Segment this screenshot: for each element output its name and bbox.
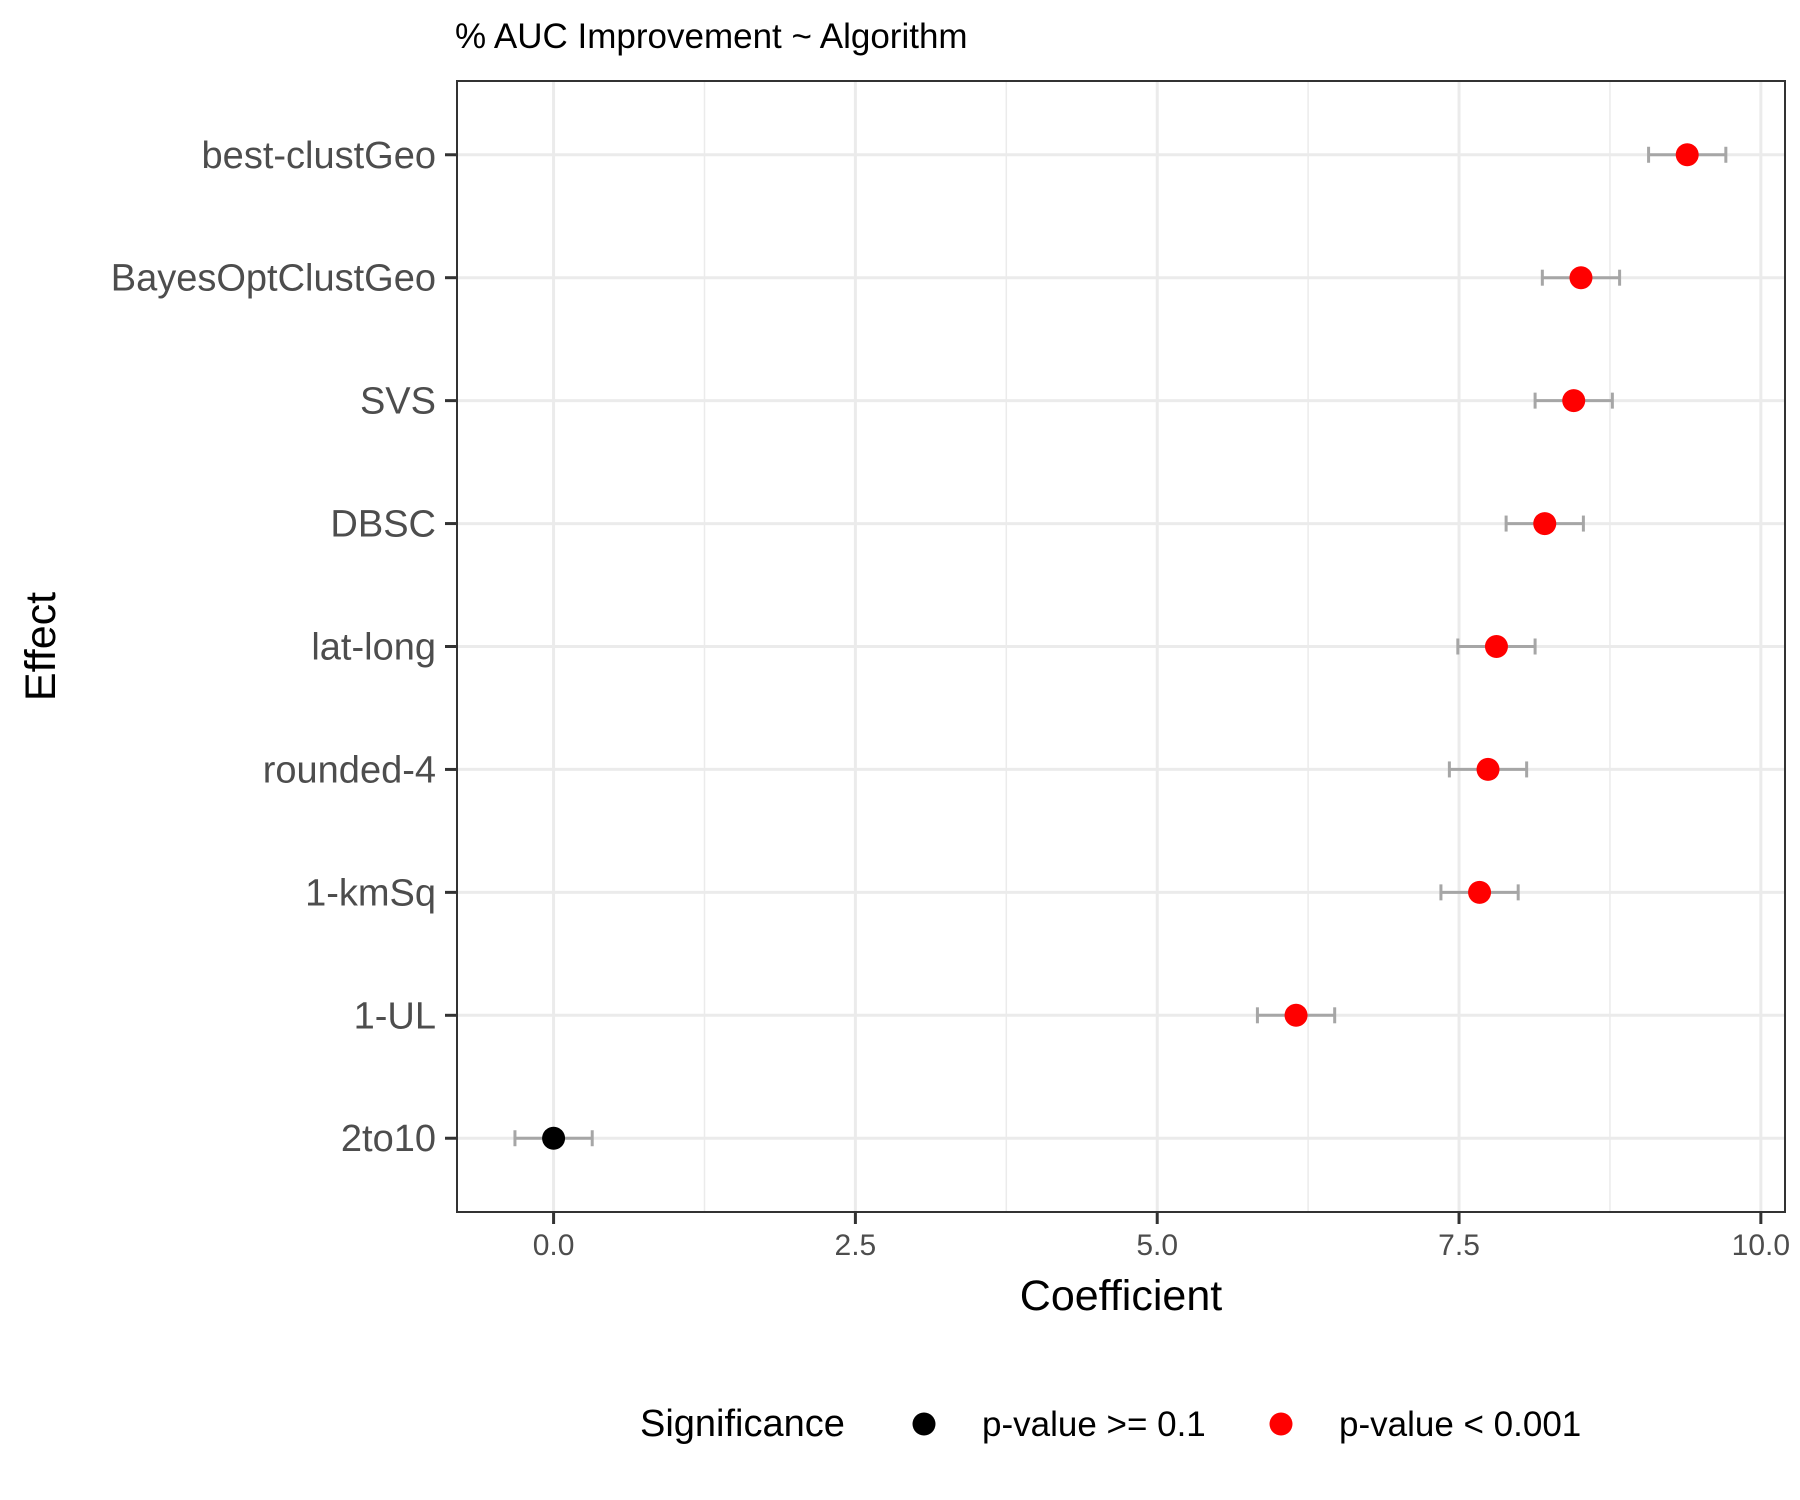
y-tick-label: 1-UL <box>354 995 436 1037</box>
point-rounded-4 <box>1476 757 1500 781</box>
x-tick-label: 10.0 <box>1732 1229 1790 1262</box>
point-DBSC <box>1533 512 1557 536</box>
y-tick-label: DBSC <box>330 504 436 546</box>
x-tick-label: 0.0 <box>533 1229 575 1262</box>
y-axis-title: Effect <box>17 592 65 701</box>
legend-key <box>1269 1412 1293 1436</box>
point-1-UL <box>1284 1003 1308 1027</box>
y-tick-label: best-clustGeo <box>202 135 436 177</box>
x-axis-title: Coefficient <box>1020 1272 1222 1320</box>
x-tick-label: 5.0 <box>1136 1229 1178 1262</box>
y-tick-label: 1-kmSq <box>305 872 436 914</box>
y-tick-label: 2to10 <box>341 1118 436 1160</box>
legend-entries: p-value >= 0.1 p-value < 0.001 <box>912 1405 1581 1444</box>
x-tick-label: 2.5 <box>835 1229 877 1262</box>
y-tick-label: rounded-4 <box>263 749 436 791</box>
point-BayesOptClustGeo <box>1569 266 1593 290</box>
y-axis-ticks: best-clustGeo BayesOptClustGeo SVS DBSC lat-… <box>111 135 457 1160</box>
chart-title: % AUC Improvement ~ Algorithm <box>455 17 968 56</box>
point-1-kmSq <box>1468 880 1492 904</box>
data-points <box>542 143 1699 1150</box>
grid-lines <box>457 81 1785 1212</box>
y-tick-label: SVS <box>360 381 436 423</box>
legend-label: p-value >= 0.1 <box>982 1405 1206 1444</box>
point-2to10 <box>542 1126 566 1150</box>
x-tick-label: 7.5 <box>1438 1229 1480 1262</box>
point-lat-long <box>1484 635 1508 658</box>
x-axis-ticks: 0.0 2.5 5.0 7.5 10.0 <box>533 1212 1790 1262</box>
point-SVS <box>1562 389 1586 413</box>
legend-title: Significance <box>640 1403 845 1445</box>
legend-key <box>912 1412 936 1436</box>
y-tick-label: lat-long <box>311 627 436 669</box>
legend: Significance p-value >= 0.1 p-value < 0.0… <box>640 1403 1581 1445</box>
y-tick-label: BayesOptClustGeo <box>111 258 436 300</box>
point-best-clustGeo <box>1675 143 1699 167</box>
legend-label: p-value < 0.001 <box>1339 1405 1581 1444</box>
